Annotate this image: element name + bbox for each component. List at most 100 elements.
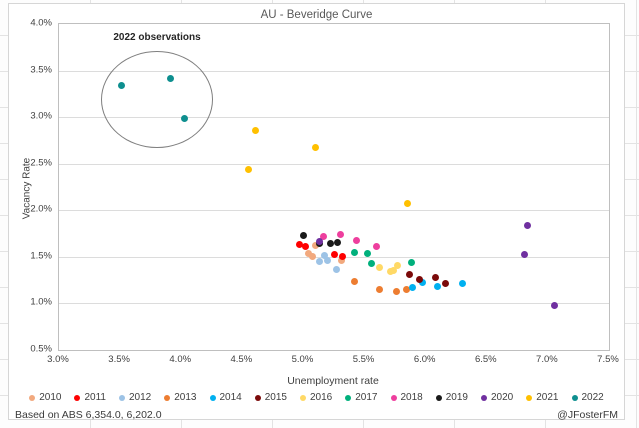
x-tick-label: 3.5% <box>108 354 130 365</box>
data-point-2011 <box>330 250 338 258</box>
legend-item-2011: 2011 <box>74 392 106 403</box>
data-point-2013 <box>375 285 383 293</box>
data-point-2011 <box>296 241 304 249</box>
data-point-2015 <box>441 280 449 288</box>
x-tick-label: 6.5% <box>474 354 497 365</box>
legend-dot-2022 <box>571 394 578 401</box>
legend-item-2012: 2012 <box>119 392 151 403</box>
legend-dot-2019 <box>435 394 442 401</box>
data-point-2021 <box>244 165 252 173</box>
legend-label: 2020 <box>491 392 514 403</box>
y-axis-title: Vacancy Rate <box>21 157 33 220</box>
legend-label: 2014 <box>219 392 242 403</box>
data-point-2015 <box>406 271 414 279</box>
chart-canvas: AU - Beveridge Curve 2022 observations 0… <box>8 3 625 421</box>
y-tick-label: 2.0% <box>30 203 52 215</box>
legend-label: 2010 <box>39 392 62 403</box>
legend-dot-2010 <box>29 394 36 401</box>
y-tick-label: 0.5% <box>30 343 52 355</box>
legend-dot-2020 <box>481 394 487 401</box>
legend-item-2016: 2016 <box>300 392 332 403</box>
data-point-2013 <box>392 287 400 295</box>
data-point-2019 <box>299 231 307 239</box>
x-tick-label: 5.0% <box>291 354 314 365</box>
legend-dot-2021 <box>526 394 533 401</box>
legend-label: 2015 <box>264 392 287 403</box>
legend-label: 2018 <box>400 392 423 403</box>
legend-item-2017: 2017 <box>345 392 378 403</box>
data-point-2011 <box>302 243 310 251</box>
data-point-2017 <box>363 249 371 257</box>
gridline <box>59 70 609 72</box>
legend-item-2020: 2020 <box>481 392 513 403</box>
legend-item-2022: 2022 <box>571 392 604 403</box>
legend-dot-2018 <box>390 394 397 401</box>
data-point-2018 <box>319 232 327 240</box>
data-point-2018 <box>352 236 360 244</box>
legend-label: 2021 <box>536 392 559 403</box>
legend-label: 2011 <box>84 392 106 403</box>
legend-item-2021: 2021 <box>526 392 559 403</box>
data-point-2011 <box>339 253 347 261</box>
legend-label: 2016 <box>310 392 333 403</box>
legend-dot-2017 <box>345 394 352 401</box>
data-point-2019 <box>334 239 342 247</box>
data-point-2010 <box>308 253 316 261</box>
legend-item-2010: 2010 <box>29 392 61 403</box>
legend-item-2018: 2018 <box>390 392 423 403</box>
x-axis-title: Unemployment rate <box>287 375 379 387</box>
data-point-2010 <box>337 257 345 265</box>
legend-dot-2016 <box>300 394 306 401</box>
plot-area: 2022 observations <box>58 23 610 351</box>
data-point-2016 <box>375 263 383 271</box>
legend-dot-2012 <box>119 394 125 401</box>
data-point-2012 <box>324 257 332 265</box>
legend-label: 2012 <box>129 392 152 403</box>
y-tick-label: 1.5% <box>30 250 52 262</box>
legend-dot-2014 <box>209 394 216 401</box>
data-point-2017 <box>368 259 376 267</box>
data-point-2014 <box>408 284 416 292</box>
data-point-2020 <box>523 221 531 229</box>
legend-label: 2019 <box>445 392 468 403</box>
legend-dot-2015 <box>254 394 261 401</box>
chart-title: AU - Beveridge Curve <box>260 9 373 21</box>
legend: 2010 2011 2012 2013 2014 2015 2016 2017 2018 2019… <box>9 392 624 403</box>
data-point-2016 <box>390 267 398 275</box>
annotation-ellipse <box>101 51 213 148</box>
data-point-2012 <box>332 266 340 274</box>
x-tick-label: 4.0% <box>169 354 192 365</box>
data-point-2019 <box>326 240 334 248</box>
legend-dot-2011 <box>74 394 81 401</box>
source-note: Based on ABS 6,354.0, 6,202.0 <box>15 409 162 421</box>
data-point-2021 <box>252 126 260 134</box>
legend-item-2013: 2013 <box>164 392 197 403</box>
data-point-2020 <box>521 251 529 259</box>
data-point-2015 <box>431 273 439 281</box>
y-tick-label: 2.5% <box>30 157 52 169</box>
data-point-2010 <box>304 249 312 257</box>
data-point-2021 <box>403 200 411 208</box>
legend-item-2014: 2014 <box>209 392 242 403</box>
x-tick-label: 7.5% <box>597 354 619 365</box>
data-point-2014 <box>418 279 426 287</box>
data-point-2014 <box>458 280 466 288</box>
author-handle: @JFosterFM <box>557 409 618 421</box>
x-tick-label: 6.0% <box>413 354 436 365</box>
x-tick-label: 4.5% <box>230 354 253 365</box>
legend-label: 2017 <box>355 392 378 403</box>
annotation-label: 2022 observations <box>113 32 201 43</box>
data-point-2017 <box>407 258 415 266</box>
data-point-2014 <box>434 283 442 291</box>
gridline <box>59 163 609 165</box>
legend-label: 2022 <box>581 392 604 403</box>
data-point-2017 <box>351 248 359 256</box>
y-tick-label: 3.0% <box>30 110 52 122</box>
data-point-2021 <box>312 144 320 152</box>
x-tick-label: 3.0% <box>47 354 69 365</box>
data-point-2012 <box>315 258 323 265</box>
gridline <box>59 117 609 119</box>
data-point-2020 <box>315 238 323 246</box>
legend-item-2015: 2015 <box>254 392 287 403</box>
x-tick-label: 7.0% <box>536 354 558 365</box>
